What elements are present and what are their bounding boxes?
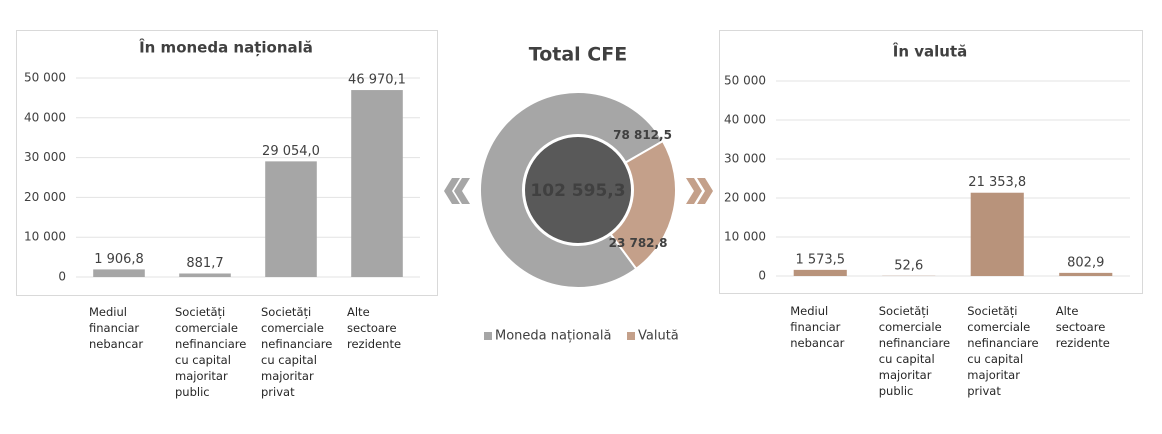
- value-label: 1 573,5: [795, 252, 845, 267]
- y-tick-label: 50 000: [24, 71, 66, 85]
- bar: [351, 90, 403, 277]
- left-arrow: [454, 178, 470, 204]
- bar: [179, 273, 231, 277]
- y-tick-label: 40 000: [24, 110, 66, 124]
- left-frame: [16, 30, 438, 296]
- chart-title: În moneda națională: [139, 38, 313, 57]
- left-arrow: [444, 178, 460, 204]
- y-tick-label: 30 000: [24, 150, 66, 164]
- chart-title: Total CFE: [529, 44, 627, 66]
- right-arrow: [686, 178, 702, 204]
- category-label: Societăți comerciale nefinanciare cu cap…: [175, 305, 247, 399]
- category-label: Societăți comerciale nefinanciare cu cap…: [878, 304, 951, 398]
- y-tick-label: 10 000: [724, 230, 766, 244]
- value-label: 52,6: [894, 258, 923, 273]
- chart-title: În valută: [893, 42, 968, 61]
- y-tick-label: 30 000: [724, 152, 766, 166]
- y-tick-label: 0: [758, 269, 766, 283]
- category-label: Societăți comerciale nefinanciare cu cap…: [261, 305, 333, 399]
- category-label: Alte sectoare rezidente: [1055, 304, 1110, 350]
- legend-swatch: [627, 332, 635, 340]
- bar: [265, 161, 317, 277]
- value-label: 23 782,8: [609, 236, 668, 250]
- y-tick-label: 0: [58, 270, 66, 284]
- y-tick-label: 20 000: [24, 190, 66, 204]
- legend-swatch: [484, 332, 492, 340]
- bar: [970, 192, 1024, 276]
- value-label: 881,7: [186, 256, 223, 271]
- donut-center: [523, 135, 633, 245]
- category-label: Societăți comerciale nefinanciare cu cap…: [967, 304, 1039, 398]
- bar: [793, 269, 847, 276]
- category-label: Alte sectoare rezidente: [347, 305, 402, 351]
- legend-label: Moneda națională: [495, 329, 611, 344]
- value-label: 1 906,8: [94, 252, 144, 267]
- category-label: Mediul financiar nebancar: [790, 304, 845, 350]
- center-label: 102 595,3: [530, 181, 625, 201]
- y-tick-label: 50 000: [724, 74, 766, 88]
- right-frame: [719, 30, 1143, 294]
- category-label: Mediul financiar nebancar: [89, 305, 144, 351]
- value-label: 21 353,8: [968, 175, 1026, 190]
- value-label: 46 970,1: [348, 73, 406, 88]
- value-label: 78 812,5: [613, 128, 672, 142]
- bar: [93, 269, 145, 277]
- legend-label: Valută: [638, 329, 679, 344]
- right-arrow: [697, 178, 713, 204]
- y-tick-label: 10 000: [24, 230, 66, 244]
- value-label: 802,9: [1067, 255, 1104, 270]
- y-tick-label: 40 000: [724, 113, 766, 127]
- y-tick-label: 20 000: [724, 191, 766, 205]
- value-label: 29 054,0: [262, 144, 320, 159]
- bar: [1059, 272, 1113, 276]
